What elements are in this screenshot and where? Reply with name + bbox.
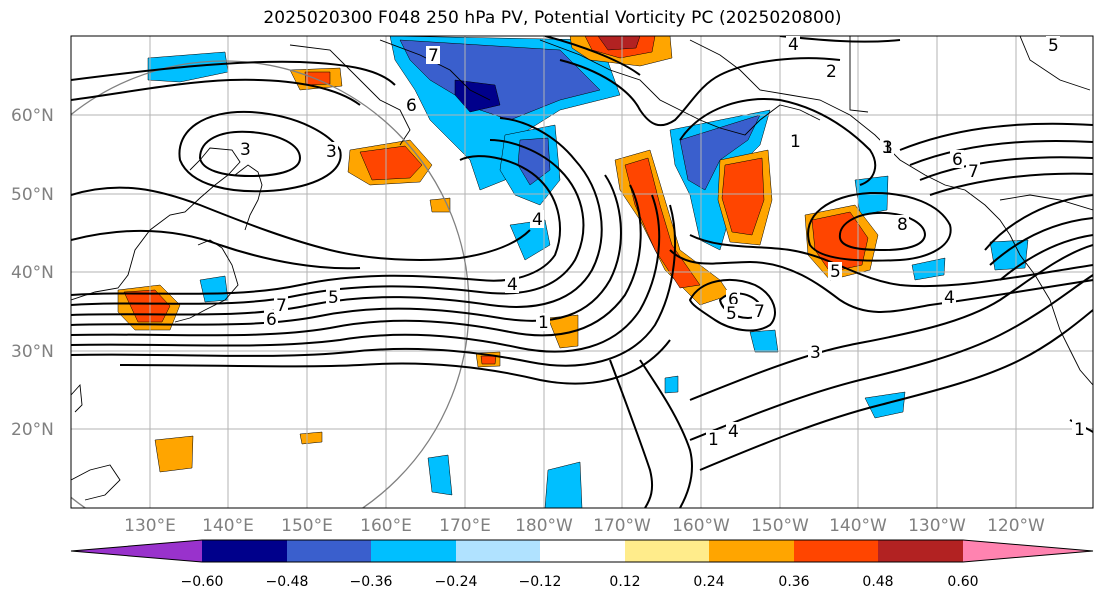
colorbar-segment <box>371 540 456 562</box>
pos-anomaly-area <box>480 355 497 365</box>
contour-label: 6 <box>406 96 417 116</box>
contour-label: 6 <box>728 290 739 310</box>
contour-label: 2 <box>826 62 837 82</box>
lon-label: 150°W <box>751 516 809 536</box>
colorbar-segment <box>202 540 287 562</box>
neg-anomaly-area <box>454 79 501 113</box>
colorbar-tick-label: −0.12 <box>519 574 562 590</box>
colorbar-segment <box>794 540 878 562</box>
pos-anomaly-area <box>624 157 701 289</box>
colorbar-tick-label: −0.60 <box>181 574 224 590</box>
contour-label: 7 <box>754 302 765 322</box>
lon-label: 170°E <box>439 516 491 536</box>
lat-label-50n: 50°N <box>11 185 54 205</box>
neg-anomaly-area <box>427 454 453 496</box>
colorbar-segment <box>456 540 540 562</box>
lon-label: 170°W <box>593 516 651 536</box>
lon-label: 160°W <box>672 516 730 536</box>
neg-anomaly-area <box>544 461 583 508</box>
colorbar-tick-label: −0.48 <box>266 574 309 590</box>
contour-label: 8 <box>897 215 908 235</box>
contour-label: 1 <box>538 313 549 333</box>
contour-label: 4 <box>507 275 518 295</box>
colorbar-segment <box>878 540 963 562</box>
radius-circle <box>71 60 470 508</box>
lon-label: 180°W <box>515 516 573 536</box>
contour-label: 6 <box>266 310 277 330</box>
neg-anomaly-area <box>517 137 551 186</box>
colorbar-tick-label: 0.24 <box>693 574 724 590</box>
pos-anomaly-area <box>299 431 323 445</box>
neg-anomaly-area <box>199 275 229 303</box>
contour-label: 3 <box>882 138 893 158</box>
lat-label-60n: 60°N <box>11 106 54 126</box>
contour-label: 5 <box>726 304 737 324</box>
colorbar-tick-label: −0.36 <box>350 574 393 590</box>
colorbar-tick-label: 0.60 <box>947 574 978 590</box>
neg-anomaly-area <box>989 239 1029 271</box>
neg-anomaly-area <box>854 175 889 216</box>
contour-label: 1 <box>790 132 801 152</box>
lon-label: 140°W <box>829 516 887 536</box>
lat-label-30n: 30°N <box>11 342 54 362</box>
contour-label: 6 <box>952 150 963 170</box>
contour-label: 4 <box>788 35 799 55</box>
graticule <box>71 36 1093 508</box>
contour-label: 7 <box>428 46 439 66</box>
contour-label: 5 <box>328 288 339 308</box>
lon-label: 160°E <box>360 516 412 536</box>
pos-anomaly-area <box>597 36 641 51</box>
lon-label: 150°E <box>281 516 333 536</box>
chart-title: 2025020300 F048 250 hPa PV, Potential Vo… <box>263 8 842 28</box>
contour-label: 7 <box>276 296 287 316</box>
colorbar-segment <box>963 540 1093 562</box>
pos-anomaly-area <box>154 435 194 473</box>
neg-anomaly-area <box>864 391 906 419</box>
contour-label: 4 <box>944 288 955 308</box>
pos-anomaly-area <box>359 145 423 181</box>
colorbar: −0.60 −0.48 −0.36 −0.24 −0.12 0.12 0.24 … <box>70 539 1094 590</box>
contour-label: 7 <box>968 162 979 182</box>
colorbar-tick-label: 0.12 <box>609 574 640 590</box>
pv-contours <box>71 36 1093 508</box>
contour-label: 1 <box>1074 420 1085 440</box>
lon-label: 140°E <box>202 516 254 536</box>
contour-label: 5 <box>1048 36 1059 56</box>
colorbar-segment <box>625 540 709 562</box>
map-frame <box>70 35 1094 509</box>
lon-label: 130°E <box>124 516 176 536</box>
neg-anomaly-area <box>664 375 679 394</box>
colorbar-segment <box>540 540 625 562</box>
contour-label: 3 <box>810 343 821 363</box>
pos-anomaly-area <box>721 157 765 236</box>
lon-label: 120°W <box>987 516 1045 536</box>
neg-anomaly-area <box>749 329 779 353</box>
contour-label: 1 <box>882 138 893 158</box>
lat-label-20n: 20°N <box>11 420 54 440</box>
contour-label: 3 <box>240 140 251 160</box>
colorbar-tick-label: 0.36 <box>778 574 809 590</box>
contour-label: 3 <box>326 142 337 162</box>
colorbar-segment <box>709 540 794 562</box>
contour-label: 1 <box>708 430 719 450</box>
colorbar-tick-label: 0.48 <box>862 574 893 590</box>
colorbar-segment <box>287 540 371 562</box>
contour-label: 4 <box>532 210 543 230</box>
colorbar-segment <box>71 540 202 562</box>
contour-label: 4 <box>728 422 739 442</box>
lon-label: 130°W <box>908 516 966 536</box>
colorbar-tick-label: −0.24 <box>435 574 478 590</box>
lat-label-40n: 40°N <box>11 263 54 283</box>
contour-label: 5 <box>830 262 841 282</box>
